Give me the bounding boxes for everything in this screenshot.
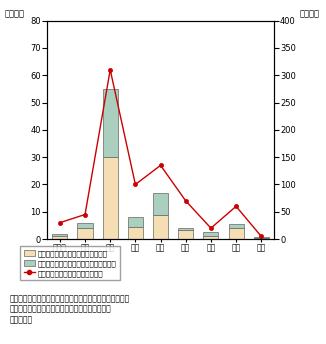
Text: （兆円）: （兆円） bbox=[4, 9, 24, 19]
Text: （兆円）: （兆円） bbox=[299, 9, 319, 19]
Bar bbox=[103, 89, 118, 157]
Bar bbox=[178, 228, 193, 229]
Bar bbox=[178, 229, 193, 239]
Bar bbox=[254, 237, 269, 238]
Bar bbox=[52, 235, 67, 236]
Bar bbox=[254, 238, 269, 239]
Bar bbox=[203, 232, 218, 236]
Bar bbox=[52, 236, 67, 239]
Bar bbox=[128, 227, 143, 239]
Legend: 情報通信産業製造部門（左目盛り）, 情報通信産業サービス部門（左目盛り）, 情報通信以外の産業（右目盛り）: 情報通信産業製造部門（左目盛り）, 情報通信産業サービス部門（左目盛り）, 情報… bbox=[20, 246, 120, 280]
Bar bbox=[153, 215, 168, 239]
Text: （出典）総務省情報通信政策研究所「情報通信による地域
　経済や地域産業に与えるインパクトに関する調
　査研究」: （出典）総務省情報通信政策研究所「情報通信による地域 経済や地域産業に与えるイン… bbox=[10, 294, 130, 324]
Bar bbox=[153, 193, 168, 215]
Bar bbox=[103, 157, 118, 239]
Bar bbox=[229, 228, 244, 239]
Bar bbox=[229, 224, 244, 228]
Bar bbox=[78, 228, 93, 239]
Bar bbox=[128, 217, 143, 227]
Bar bbox=[203, 236, 218, 239]
Bar bbox=[78, 223, 93, 228]
